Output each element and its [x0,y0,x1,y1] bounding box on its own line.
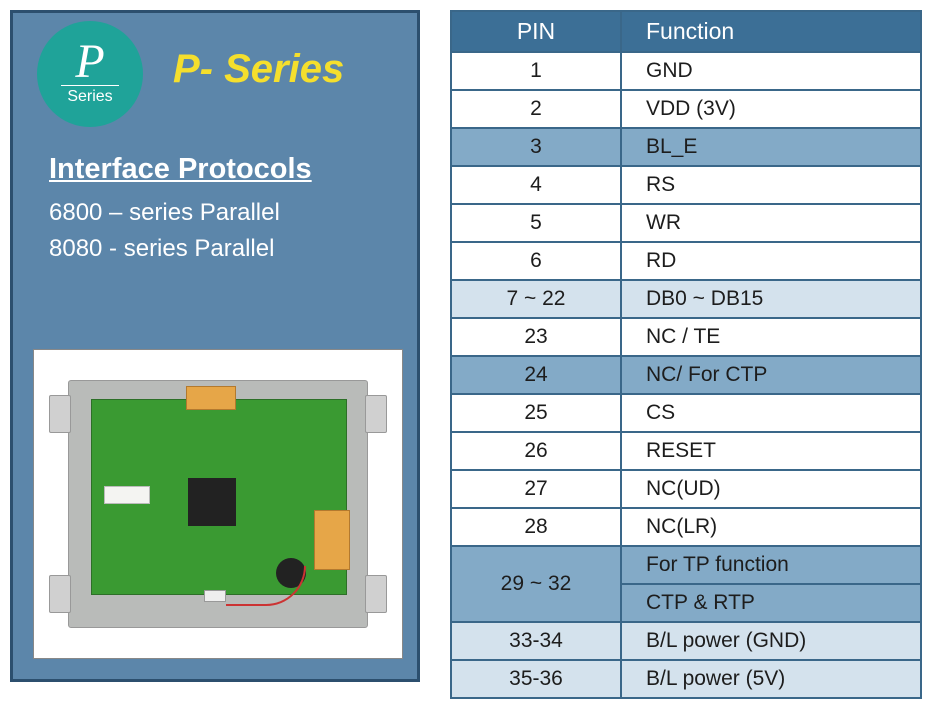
pin-cell: 1 [451,52,621,90]
ffc-cable-icon [314,510,350,570]
table-row: 7 ~ 22DB0 ~ DB15 [451,280,921,318]
wire-icon [226,566,306,606]
protocol-item: 6800 – series Parallel [49,199,280,227]
table-header-row: PIN Function [451,11,921,52]
function-cell: For TP function [621,546,921,584]
function-cell: BL_E [621,128,921,166]
pin-cell: 2 [451,90,621,128]
connector-icon [104,486,150,504]
function-cell: DB0 ~ DB15 [621,280,921,318]
pin-function-table: PIN Function 1GND2VDD (3V)3BL_E4RS5WR6RD… [450,10,922,699]
function-cell: CTP & RTP [621,584,921,622]
table-row: 27NC(UD) [451,470,921,508]
function-cell: RS [621,166,921,204]
table-row: 25CS [451,394,921,432]
function-cell: GND [621,52,921,90]
pin-cell: 23 [451,318,621,356]
mount-tab-icon [49,575,71,613]
table-row: 4RS [451,166,921,204]
table-row: 29 ~ 32For TP function [451,546,921,584]
pin-cell: 3 [451,128,621,166]
function-cell: B/L power (GND) [621,622,921,660]
pin-cell: 7 ~ 22 [451,280,621,318]
function-cell: NC(UD) [621,470,921,508]
table-row: 26RESET [451,432,921,470]
pin-cell: 4 [451,166,621,204]
mount-tab-icon [49,395,71,433]
pin-cell: 27 [451,470,621,508]
table-row: 33-34B/L power (GND) [451,622,921,660]
interface-protocols-heading: Interface Protocols [49,153,312,186]
pcb-photo-placeholder [33,349,403,659]
pin-cell: 24 [451,356,621,394]
function-cell: NC/ For CTP [621,356,921,394]
pin-cell: 6 [451,242,621,280]
table-row: 24NC/ For CTP [451,356,921,394]
table-row: 35-36B/L power (5V) [451,660,921,698]
function-cell: VDD (3V) [621,90,921,128]
logo-letter: P [75,42,104,83]
mount-tab-icon [365,575,387,613]
function-cell: NC(LR) [621,508,921,546]
function-cell: NC / TE [621,318,921,356]
table-row: 1GND [451,52,921,90]
table-row: 6RD [451,242,921,280]
pin-cell: 35-36 [451,660,621,698]
pin-cell: 33-34 [451,622,621,660]
table-row: 2VDD (3V) [451,90,921,128]
table-row: 23NC / TE [451,318,921,356]
ffc-cable-icon [186,386,236,410]
logo-subtext: Series [61,85,118,106]
pin-cell: 28 [451,508,621,546]
plug-icon [204,590,226,602]
column-header-pin: PIN [451,11,621,52]
function-cell: WR [621,204,921,242]
function-cell: CS [621,394,921,432]
mount-tab-icon [365,395,387,433]
column-header-function: Function [621,11,921,52]
table-row: 28NC(LR) [451,508,921,546]
pin-cell: 5 [451,204,621,242]
pcb-backplate [68,380,368,628]
pin-cell: 29 ~ 32 [451,546,621,622]
chip-icon [188,478,236,526]
panel-title: P- Series [173,47,344,92]
pin-cell: 25 [451,394,621,432]
table-row: 3BL_E [451,128,921,166]
function-cell: RESET [621,432,921,470]
function-cell: RD [621,242,921,280]
pcb-board-icon [91,399,347,595]
left-info-panel: P Series P- Series Interface Protocols 6… [10,10,420,682]
table-row: 5WR [451,204,921,242]
function-cell: B/L power (5V) [621,660,921,698]
protocol-item: 8080 - series Parallel [49,235,274,263]
series-logo: P Series [37,21,143,127]
pin-cell: 26 [451,432,621,470]
